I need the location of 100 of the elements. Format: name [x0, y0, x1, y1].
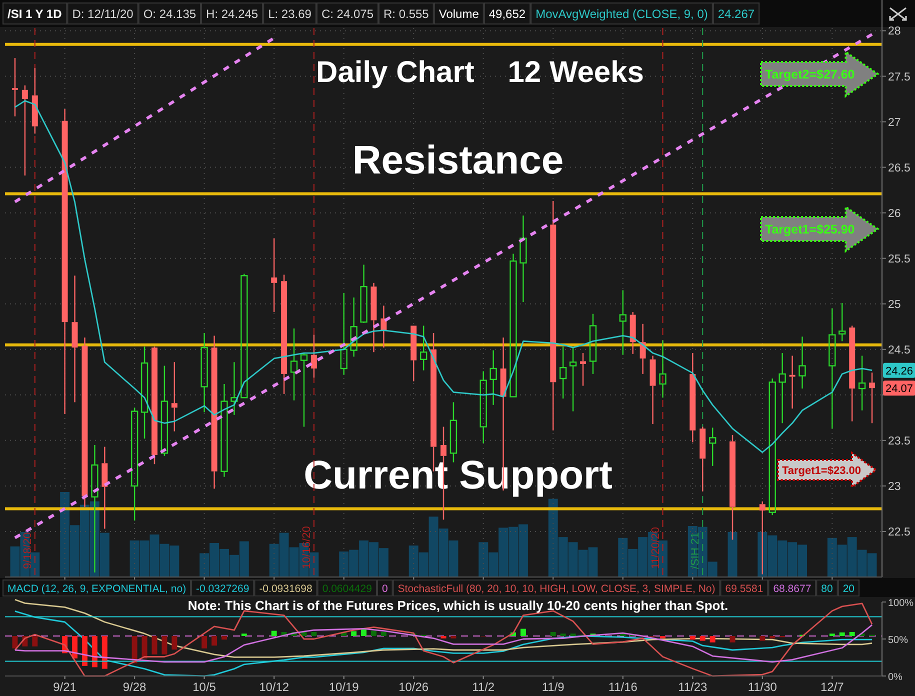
- y-tick-label: 0%: [888, 672, 903, 683]
- text: L: 23.69: [268, 6, 312, 21]
- candlestick: [12, 57, 18, 117]
- candlestick: [630, 311, 636, 355]
- text: 80: [821, 582, 833, 595]
- candlestick: [619, 290, 626, 356]
- text: 24.267: [718, 6, 755, 21]
- text: 68.8677: [773, 582, 812, 595]
- line-series: [14, 100, 873, 453]
- candlestick: [708, 427, 716, 467]
- bar: [760, 636, 766, 641]
- candlestick: [480, 370, 487, 444]
- bar: [102, 636, 108, 669]
- y-tick-label: 50%: [888, 635, 908, 646]
- text: 24.26: [886, 365, 914, 378]
- chart-subtitle: Note: This Chart is of the Futures Prices, which is usually 10-20 cents higher than Spot.: [188, 598, 728, 613]
- x-tick-label: 12/7: [820, 680, 844, 694]
- bar: [690, 636, 696, 640]
- text: Volume: [438, 6, 480, 21]
- text: 24.07: [886, 383, 914, 396]
- chart-title: StochasticFull (80, 20, 10, 10, HIGH, LOW, CLOSE, 3, SIMPLE, No): [398, 582, 716, 595]
- candlestick: [828, 308, 836, 430]
- candlestick: [271, 238, 278, 313]
- bar: [32, 636, 38, 646]
- text: R: 0.555: [383, 6, 430, 21]
- y-tick-label: 27: [888, 116, 901, 129]
- text: C: 24.075: [321, 6, 374, 21]
- bar: [710, 636, 716, 642]
- y-tick-label: 22.5: [888, 526, 910, 538]
- annotation: Target2=$27.60: [765, 68, 855, 82]
- candlestick: [350, 296, 358, 358]
- bar: [728, 532, 738, 577]
- bar: [142, 636, 148, 658]
- candlestick: [560, 346, 567, 400]
- x-tick-label: 11/9: [542, 680, 565, 694]
- bar: [162, 636, 168, 654]
- annotation: Target1=$23.00: [782, 464, 861, 477]
- y-tick-label: 100%: [888, 598, 914, 609]
- candlestick: [589, 313, 597, 375]
- candlestick: [569, 346, 577, 412]
- y-tick-label: 24.5: [888, 344, 910, 356]
- text: H: 24.245: [206, 6, 258, 21]
- x-tick-label: 11/2: [472, 680, 495, 694]
- candlestick: [72, 275, 78, 403]
- text: MovAvgWeighted (CLOSE, 9, 0): [536, 6, 708, 21]
- y-tick-label: 26: [888, 208, 901, 220]
- ref-line-label: /SIH 21: [690, 532, 702, 569]
- candlestick: [220, 383, 228, 478]
- ref-line-label: 9/18/20: [22, 532, 34, 569]
- candlestick: [211, 335, 218, 490]
- candlestick: [778, 352, 786, 424]
- candlestick: [140, 346, 148, 440]
- text: 49,652: [488, 6, 526, 21]
- candlestick: [420, 325, 428, 371]
- annotation: Target1=$25.90: [765, 222, 855, 236]
- candlestick: [450, 402, 458, 463]
- y-tick-label: 27.5: [888, 71, 910, 84]
- candlestick: [102, 446, 108, 530]
- text: /SI 1 Y 1D: [8, 6, 62, 21]
- y-tick-label: 25: [888, 298, 901, 311]
- text: 20: [842, 582, 855, 595]
- candlestick: [490, 350, 497, 406]
- bar: [311, 632, 317, 636]
- text: 0.0604429: [322, 582, 372, 595]
- x-tick-label: 9/28: [122, 680, 147, 694]
- candlestick: [520, 214, 527, 303]
- x-tick-label: 10/26: [398, 680, 429, 694]
- candlestick: [310, 334, 317, 378]
- ref-line-label: 11/20/20: [650, 526, 662, 569]
- candlestick: [690, 352, 696, 443]
- bar: [152, 636, 158, 654]
- ref-line-label: 10/16/20: [300, 526, 313, 569]
- bar: [12, 636, 18, 648]
- bar: [700, 636, 706, 641]
- bar: [172, 636, 178, 650]
- x-tick-label: 10/5: [192, 680, 216, 694]
- bar: [82, 636, 88, 666]
- x-tick-label: 9/21: [53, 680, 77, 694]
- y-tick-label: 25.5: [888, 253, 910, 266]
- candlestick: [659, 340, 666, 398]
- text: Daily Chart 12 Weeks: [316, 56, 644, 89]
- text: 69.5581: [725, 582, 764, 595]
- candlestick: [171, 362, 178, 432]
- bar: [849, 632, 855, 636]
- chart-title: MACD (12, 26, 9, EXPONENTIAL, no): [8, 582, 186, 595]
- bar: [550, 632, 556, 636]
- x-tick-label: 11/16: [608, 680, 638, 694]
- bar: [92, 636, 98, 668]
- bar: [72, 636, 78, 658]
- x-tick-label: 11/30: [748, 680, 778, 694]
- candlestick: [869, 372, 876, 424]
- bar: [271, 630, 277, 636]
- candlestick: [370, 282, 377, 353]
- bar: [212, 636, 218, 646]
- bar: [380, 632, 386, 636]
- x-tick-label: 11/23: [678, 680, 708, 694]
- candlestick: [230, 362, 238, 416]
- bar: [222, 636, 227, 640]
- bar: [361, 630, 367, 636]
- text: 0: [382, 582, 388, 595]
